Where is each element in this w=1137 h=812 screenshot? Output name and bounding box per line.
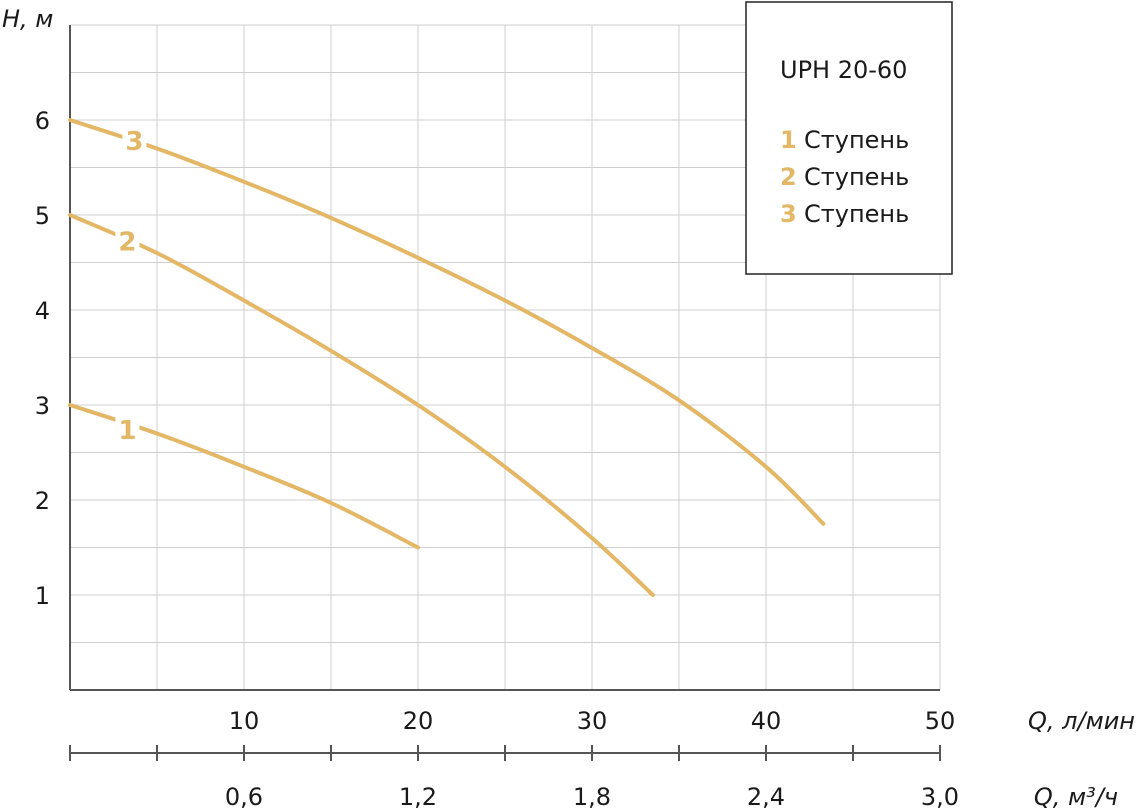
curve-stage-3	[68, 118, 826, 526]
curve-label-2: 2	[118, 228, 136, 258]
legend-item-number: 1	[780, 126, 797, 154]
x-tick-label: 40	[751, 707, 782, 735]
x-tick-label: 20	[403, 707, 434, 735]
axes	[69, 25, 941, 761]
y-tick-label: 5	[35, 202, 50, 230]
x2-tick-label: 0,6	[225, 783, 263, 811]
curve-stage-2	[68, 213, 655, 597]
x-axis-title-flow-m3h: Q, м³/ч	[1034, 783, 1118, 811]
x-axis-title-flow-lmin: Q, л/мин	[1028, 707, 1135, 735]
curve-label-1: 1	[118, 416, 136, 446]
x2-tick-label: 1,2	[399, 783, 437, 811]
y-tick-label: 2	[35, 487, 50, 515]
tick-labels: 1 2 3 4 5 6 10 20 30 40 50 0,6 1,2 1,8 2,4 3,0	[35, 107, 959, 811]
x-tick-label: 30	[577, 707, 608, 735]
legend-item-label: Ступень	[804, 163, 909, 191]
curve-label-3: 3	[125, 127, 143, 157]
legend-item-number: 2	[780, 163, 797, 191]
legend-item-number: 3	[780, 200, 797, 228]
x-tick-label: 10	[229, 707, 260, 735]
curve-label-bg	[115, 412, 140, 445]
curve-label-bg	[122, 123, 147, 156]
x2-tick-label: 1,8	[573, 783, 611, 811]
y-tick-label: 4	[35, 297, 50, 325]
y-tick-label: 3	[35, 392, 50, 420]
curve-label-bg	[115, 224, 140, 257]
y-axis-title: H, м	[2, 5, 53, 33]
legend-box	[745, 1, 953, 275]
legend-title: UPH 20-60	[780, 56, 907, 84]
y-tick-label: 6	[35, 107, 50, 135]
x2-tick-label: 2,4	[747, 783, 785, 811]
legend-item-label: Ступень	[804, 200, 909, 228]
y-tick-label: 1	[35, 582, 50, 610]
legend-item-label: Ступень	[804, 126, 909, 154]
x-tick-label: 50	[925, 707, 956, 735]
curve-labels: 1 2 3	[115, 123, 147, 446]
x2-tick-label: 3,0	[921, 783, 959, 811]
